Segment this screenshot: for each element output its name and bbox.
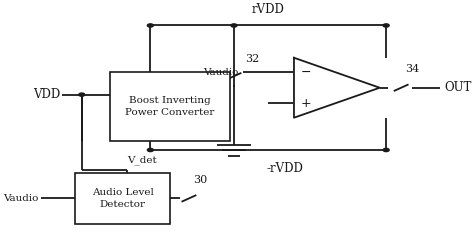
Polygon shape — [294, 58, 380, 118]
Bar — [75, 173, 170, 224]
Text: 32: 32 — [245, 54, 259, 64]
Circle shape — [383, 148, 389, 152]
Text: V_det: V_det — [127, 155, 157, 165]
Bar — [109, 72, 230, 141]
Text: Audio Level
Detector: Audio Level Detector — [91, 188, 154, 209]
Circle shape — [79, 93, 85, 96]
Text: 34: 34 — [405, 64, 419, 74]
Text: −: − — [301, 66, 311, 79]
Text: Vaudio: Vaudio — [3, 194, 39, 203]
Text: rVDD: rVDD — [252, 3, 285, 16]
Circle shape — [383, 24, 389, 27]
Text: VDD: VDD — [33, 88, 60, 101]
Text: +: + — [301, 97, 311, 110]
Text: -rVDD: -rVDD — [267, 162, 304, 174]
Circle shape — [147, 148, 154, 152]
Text: Vaudio: Vaudio — [203, 68, 238, 77]
Text: OUT: OUT — [444, 81, 471, 94]
Circle shape — [231, 24, 237, 27]
Circle shape — [147, 24, 154, 27]
Text: Boost Inverting
Power Converter: Boost Inverting Power Converter — [125, 96, 214, 117]
Text: 30: 30 — [193, 174, 208, 185]
